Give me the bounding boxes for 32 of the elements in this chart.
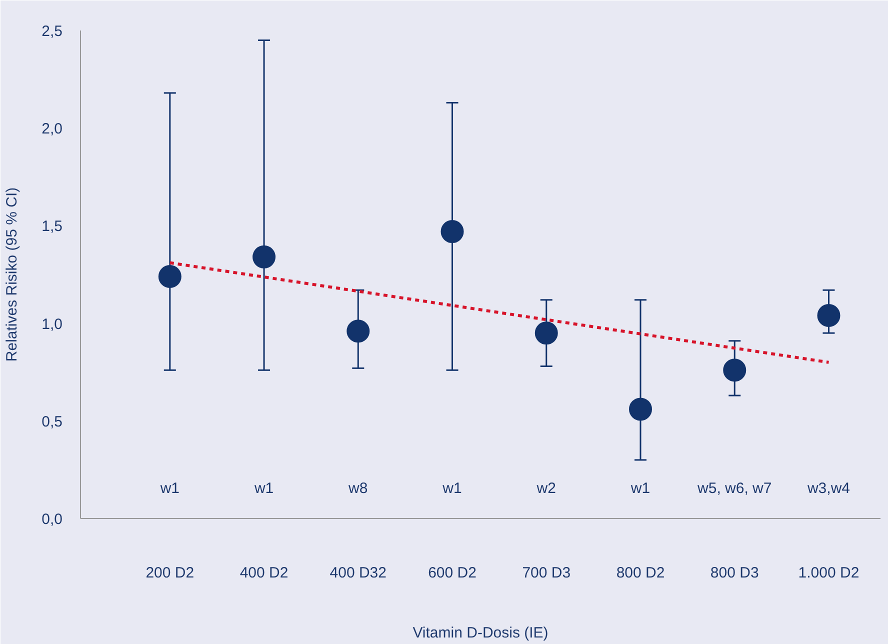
point	[252, 245, 276, 268]
x-tick-label: 200 D2	[146, 564, 194, 582]
annotation: w8	[348, 480, 368, 497]
point	[158, 264, 182, 288]
annotation: w3,w4	[806, 480, 850, 497]
y-tick-label: 0,5	[42, 413, 63, 430]
y-tick-label: 2,5	[42, 23, 63, 40]
x-axis-title: Vitamin D-Dosis (IE)	[412, 624, 548, 642]
x-tick-label: 400 D32	[330, 564, 387, 582]
x-tick-label: 800 D3	[710, 564, 759, 582]
annotation: w2	[536, 480, 556, 497]
x-tick-label: 1.000 D2	[798, 564, 860, 582]
y-axis-title: Relatives Risiko (95 % CI)	[4, 187, 21, 362]
point	[534, 322, 558, 345]
annotation: w1	[442, 480, 462, 497]
annotation: w1	[630, 480, 650, 497]
y-tick-label: 1,0	[42, 316, 63, 333]
point	[346, 320, 370, 343]
y-tick-label: 2,0	[42, 120, 63, 138]
point	[629, 398, 652, 421]
x-tick-label: 400 D2	[240, 564, 288, 582]
annotation: w5, w6, w7	[696, 480, 772, 497]
point	[440, 220, 464, 244]
y-tick-label: 1,5	[42, 218, 63, 236]
x-tick-label: 700 D3	[522, 564, 571, 582]
point	[723, 358, 746, 382]
x-tick-label: 600 D2	[428, 564, 476, 582]
x-tick-label: 800 D2	[616, 564, 665, 582]
y-tick-label: 0,0	[42, 511, 63, 528]
annotation: w1	[159, 480, 180, 497]
annotation: w1	[253, 480, 274, 497]
point	[817, 304, 840, 327]
